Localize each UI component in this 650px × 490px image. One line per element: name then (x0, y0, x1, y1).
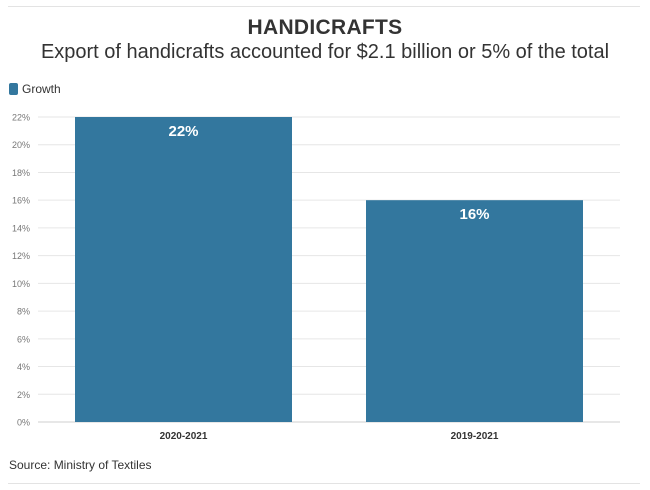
legend[interactable]: Growth (9, 82, 61, 96)
top-divider (8, 6, 640, 7)
bottom-divider (8, 483, 640, 484)
y-tick-label: 0% (17, 418, 30, 428)
bar (366, 200, 583, 422)
legend-swatch (9, 83, 18, 95)
chart-subtitle: Export of handicrafts accounted for $2.1… (40, 41, 610, 63)
y-tick-label: 20% (12, 140, 30, 150)
bar (75, 117, 292, 422)
source-note: Source: Ministry of Textiles (9, 458, 152, 472)
y-tick-label: 2% (17, 390, 30, 400)
y-tick-label: 10% (12, 279, 30, 289)
y-tick-label: 4% (17, 362, 30, 372)
y-tick-label: 6% (17, 334, 30, 344)
chart-title: HANDICRAFTS (247, 16, 403, 39)
data-label: 16% (459, 206, 489, 223)
y-tick-label: 22% (12, 113, 30, 123)
data-label: 22% (168, 123, 198, 140)
legend-label: Growth (22, 82, 61, 96)
x-tick-label: 2020-2021 (160, 431, 208, 442)
y-tick-label: 12% (12, 251, 30, 261)
y-tick-label: 8% (17, 307, 30, 317)
y-tick-label: 14% (12, 223, 30, 233)
x-tick-label: 2019-2021 (451, 431, 499, 442)
y-tick-label: 16% (12, 196, 30, 206)
y-tick-label: 18% (12, 168, 30, 178)
